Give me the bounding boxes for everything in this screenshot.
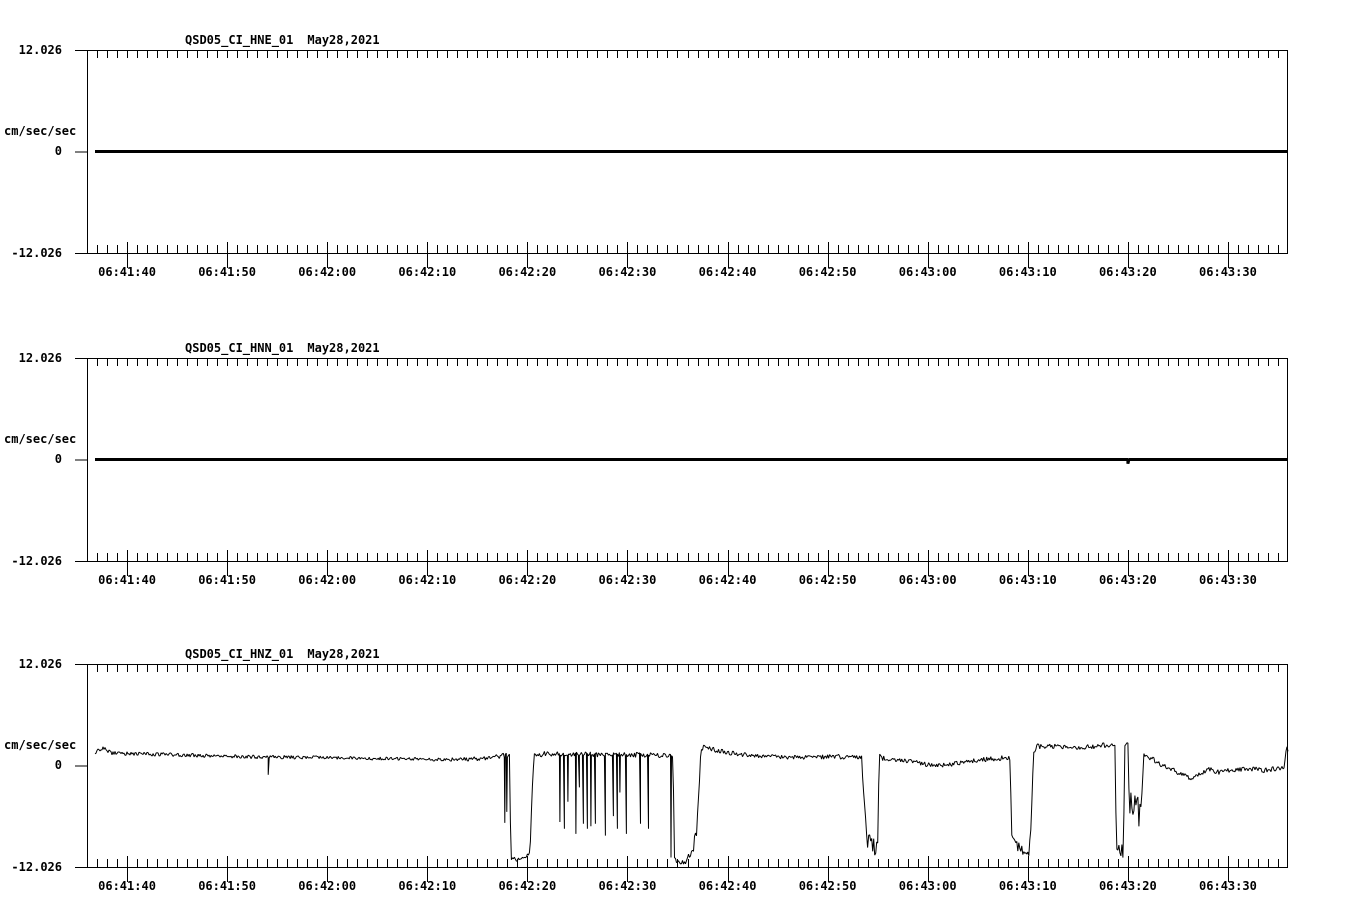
x-tick-label: 06:42:20 — [498, 265, 557, 279]
x-tick-label: 06:43:30 — [1199, 265, 1257, 279]
station-code: QSD05_CI_HNE_01 — [185, 33, 294, 47]
plot-QSD05_CI_HNZ_01 — [75, 664, 1289, 882]
x-tick-label: 06:42:50 — [798, 879, 857, 893]
x-tick-label: 06:42:50 — [798, 265, 857, 279]
x-tick-label: 06:42:10 — [398, 879, 457, 893]
y-max-label: 12.026 — [18, 657, 62, 671]
y-units-label: cm/sec/sec — [4, 124, 77, 138]
x-tick-label: 06:42:40 — [698, 879, 757, 893]
station-code: QSD05_CI_HNZ_01 — [185, 647, 294, 661]
y-min-label: -12.026 — [11, 554, 62, 568]
y-min-label: -12.026 — [11, 860, 62, 874]
x-tick-label: 06:42:00 — [298, 879, 357, 893]
station-code: QSD05_CI_HNN_01 — [185, 341, 294, 355]
chart-date: May28,2021 — [307, 647, 380, 661]
trace-QSD05_CI_HNZ_01 — [94, 742, 1289, 865]
x-tick-label: 06:42:10 — [398, 265, 457, 279]
x-tick-label: 06:43:10 — [998, 265, 1057, 279]
y-units-label: cm/sec/sec — [4, 432, 77, 446]
chart-date: May28,2021 — [307, 341, 380, 355]
y-zero-label: 0 — [54, 452, 62, 466]
chart-title: QSD05_CI_HNE_01 May28,2021 — [185, 33, 380, 47]
trace-QSD05_CI_HNN_01 — [95, 458, 1288, 465]
x-tick-label: 06:42:00 — [298, 265, 357, 279]
x-tick-label: 06:43:00 — [898, 265, 957, 279]
x-tick-label: 06:43:00 — [898, 573, 957, 587]
y-max-label: 12.026 — [18, 351, 62, 365]
x-tick-label: 06:43:30 — [1199, 573, 1257, 587]
x-tick-label: 06:41:40 — [98, 879, 156, 893]
x-tick-label: 06:41:40 — [98, 573, 156, 587]
x-tick-label: 06:43:10 — [998, 573, 1057, 587]
chart-title: QSD05_CI_HNZ_01 May28,2021 — [185, 647, 380, 661]
x-tick-label: 06:41:50 — [198, 265, 256, 279]
x-tick-label: 06:43:20 — [1098, 573, 1157, 587]
plot-QSD05_CI_HNN_01 — [75, 358, 1288, 576]
x-tick-label: 06:43:10 — [998, 879, 1057, 893]
x-tick-label: 06:43:20 — [1098, 879, 1157, 893]
y-zero-label: 0 — [54, 144, 62, 158]
chart-date: May28,2021 — [307, 33, 380, 47]
chart-title: QSD05_CI_HNN_01 May28,2021 — [185, 341, 380, 355]
x-tick-label: 06:43:30 — [1199, 879, 1257, 893]
x-tick-label: 06:42:20 — [498, 573, 557, 587]
x-tick-label: 06:42:30 — [598, 265, 657, 279]
x-tick-label: 06:42:00 — [298, 573, 357, 587]
x-tick-label: 06:41:50 — [198, 573, 256, 587]
y-min-label: -12.026 — [11, 246, 62, 260]
x-tick-label: 06:42:40 — [698, 265, 757, 279]
x-tick-label: 06:43:20 — [1098, 265, 1157, 279]
x-tick-label: 06:41:40 — [98, 265, 156, 279]
y-max-label: 12.026 — [18, 43, 62, 57]
x-tick-label: 06:42:30 — [598, 879, 657, 893]
y-zero-label: 0 — [54, 758, 62, 772]
x-tick-label: 06:42:30 — [598, 573, 657, 587]
x-tick-label: 06:41:50 — [198, 879, 256, 893]
y-units-label: cm/sec/sec — [4, 738, 77, 752]
x-tick-label: 06:42:10 — [398, 573, 457, 587]
x-tick-label: 06:42:20 — [498, 879, 557, 893]
x-tick-label: 06:42:40 — [698, 573, 757, 587]
plot-QSD05_CI_HNE_01 — [75, 50, 1288, 268]
x-tick-label: 06:42:50 — [798, 573, 857, 587]
x-tick-label: 06:43:00 — [898, 879, 957, 893]
